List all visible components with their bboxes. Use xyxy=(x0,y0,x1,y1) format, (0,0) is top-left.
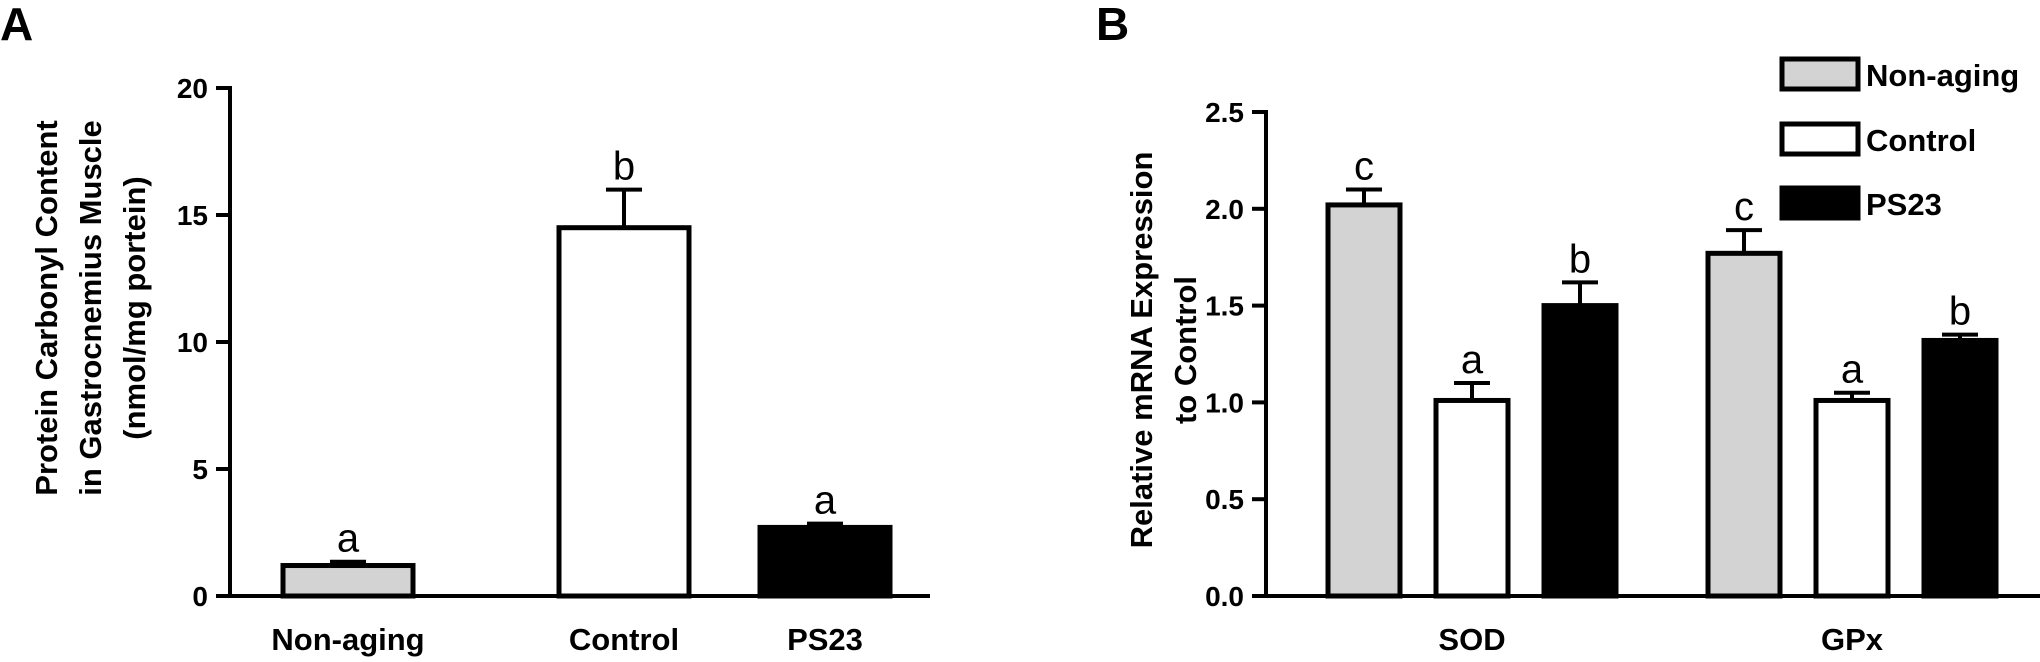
panel-b-y-tick-label: 0.0 xyxy=(1205,581,1244,612)
panel-b-legend: Non-aging Control PS23 xyxy=(1779,56,2019,222)
panel-b-y-tick-label: 2.5 xyxy=(1205,97,1244,128)
legend-label-non-aging: Non-aging xyxy=(1866,58,2019,93)
panel-a: A Protein Carbonyl Content in Gastrocnem… xyxy=(0,0,930,657)
panel-a-y-tick-label: 10 xyxy=(177,327,208,358)
panel-a-x-category-label: Control xyxy=(569,622,679,657)
panel-a-control-significance-label: b xyxy=(613,145,635,189)
panel-b-gpx-ps23-significance-label: b xyxy=(1949,290,1971,334)
legend-label-ps23: PS23 xyxy=(1866,187,1942,222)
panel-b-sod-ps23-bar xyxy=(1541,303,1619,599)
legend-label-control: Control xyxy=(1866,123,1976,158)
panel-b-sod-control-bar xyxy=(1433,397,1511,599)
panel-b-sod-ps23-significance-label: b xyxy=(1569,237,1591,281)
panel-b-x-category-label: GPx xyxy=(1821,622,1884,657)
panel-a-y-tick-label: 0 xyxy=(192,581,208,612)
panel-a-non-aging-bar xyxy=(280,563,416,599)
panel-b-label: B xyxy=(1096,0,1129,50)
panel-b-sod-control-significance-label: a xyxy=(1461,338,1484,382)
panel-a-bars: a Non-aging b Control a PS23 xyxy=(271,145,893,657)
panel-a-y-label-line-1: Protein Carbonyl Content xyxy=(29,120,64,495)
panel-a-ps23-bar xyxy=(757,524,893,599)
panel-b-y-label-line-1: Relative mRNA Expression xyxy=(1124,152,1159,549)
panel-a-y-tick-label: 15 xyxy=(177,200,208,231)
panel-b-sod-non-aging-significance-label: c xyxy=(1354,144,1374,188)
panel-b-sod-non-aging-bar xyxy=(1325,202,1403,599)
panel-b-x-category-label: SOD xyxy=(1438,622,1505,657)
panel-a-y-label-line-2: in Gastrocnemius Muscle xyxy=(73,120,108,496)
legend-swatch-control xyxy=(1779,121,1861,157)
panel-b-y-tick-label: 1.0 xyxy=(1205,387,1244,418)
panel-b-gpx-control-bar xyxy=(1813,397,1891,599)
panel-a-non-aging-significance-label: a xyxy=(337,517,360,561)
panel-b-gpx-non-aging-bar xyxy=(1705,250,1783,599)
panel-a-y-axis-label: Protein Carbonyl Content in Gastrocnemiu… xyxy=(29,120,152,496)
panel-a-y-tick-label: 5 xyxy=(192,454,208,485)
panel-a-y-label-line-3: (nmol/mg portein) xyxy=(117,176,152,439)
legend-swatch-ps23 xyxy=(1779,185,1861,221)
panel-b-gpx-non-aging-significance-label: c xyxy=(1734,185,1754,229)
panel-a-label: A xyxy=(0,0,33,50)
panel-b-gpx-ps23-bar xyxy=(1921,337,1999,599)
panel-b: B Relative mRNA Expression to Control 0.… xyxy=(1096,0,2040,657)
panel-a-control-bar xyxy=(556,225,692,599)
panel-a-x-category-label: Non-aging xyxy=(271,622,424,657)
panel-b-y-tick-label: 2.0 xyxy=(1205,194,1244,225)
legend-swatch-non-aging xyxy=(1779,56,1861,92)
panel-b-y-tick-label: 0.5 xyxy=(1205,484,1244,515)
panel-b-y-label-line-2: to Control xyxy=(1168,276,1203,424)
panel-a-x-category-label: PS23 xyxy=(787,622,863,657)
panel-a-y-tick-label: 20 xyxy=(177,73,208,104)
panel-b-bars: c a b SOD c a b GPx xyxy=(1325,144,1999,657)
panel-a-ps23-significance-label: a xyxy=(814,479,837,523)
panel-b-y-axis-label: Relative mRNA Expression to Control xyxy=(1124,152,1203,549)
panel-b-y-tick-label: 1.5 xyxy=(1205,291,1244,322)
panel-b-gpx-control-significance-label: a xyxy=(1841,348,1864,392)
